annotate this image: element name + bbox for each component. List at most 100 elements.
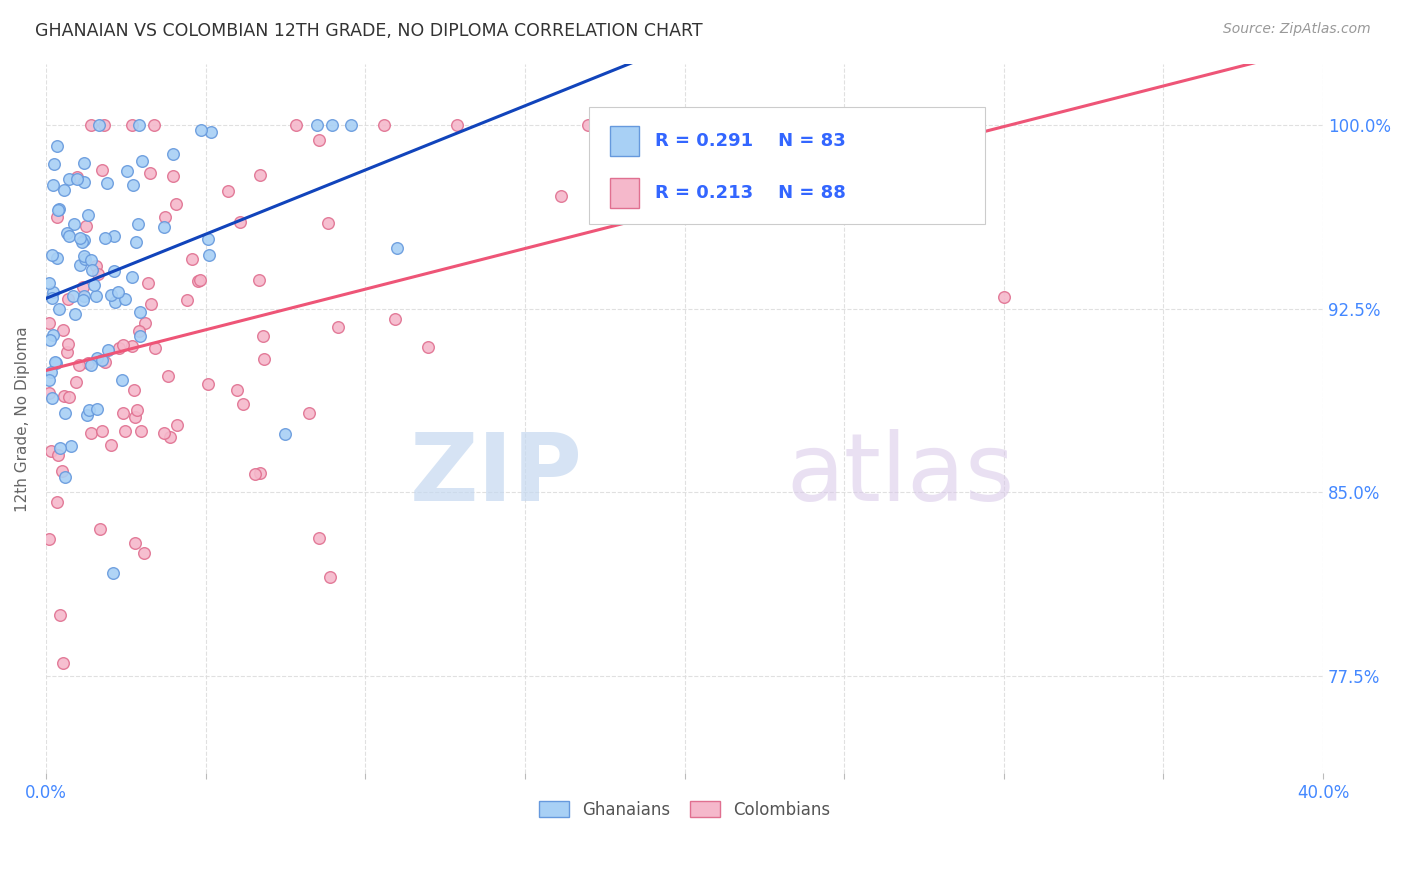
Point — [103, 228, 125, 243]
Point — [48, 301, 70, 316]
Point — [90, 162, 112, 177]
Point — [308, 133, 330, 147]
Point — [55, 344, 77, 359]
Point — [38, 385, 60, 400]
Point — [217, 184, 239, 198]
Point — [103, 566, 125, 580]
Point — [153, 426, 176, 441]
Point — [84, 289, 107, 303]
Point — [340, 118, 363, 132]
Point — [51, 464, 73, 478]
Point — [94, 355, 117, 369]
Point — [94, 231, 117, 245]
Point — [107, 285, 129, 299]
Point — [197, 248, 219, 262]
Point — [100, 288, 122, 302]
Point — [73, 156, 96, 170]
Point — [249, 169, 271, 183]
Point — [58, 228, 80, 243]
Point — [39, 444, 62, 458]
Point — [86, 267, 108, 281]
Point — [225, 384, 247, 398]
Point — [73, 289, 96, 303]
Point — [73, 233, 96, 247]
Bar — [610, 126, 638, 156]
Point — [384, 312, 406, 326]
Point — [190, 123, 212, 137]
Point — [46, 139, 69, 153]
Point — [49, 442, 72, 456]
Point — [96, 176, 118, 190]
Point — [180, 252, 202, 266]
Text: ZIP: ZIP — [409, 429, 582, 522]
Text: Source: ZipAtlas.com: Source: ZipAtlas.com — [1223, 22, 1371, 37]
Point — [232, 397, 254, 411]
Point — [38, 373, 60, 387]
Point — [298, 406, 321, 420]
Point — [122, 383, 145, 397]
Point — [46, 495, 69, 509]
Y-axis label: 12th Grade, No Diploma: 12th Grade, No Diploma — [15, 326, 30, 511]
Point — [62, 289, 84, 303]
Point — [125, 235, 148, 249]
Text: R = 0.213    N = 88: R = 0.213 N = 88 — [655, 184, 846, 202]
Point — [58, 292, 80, 306]
Point — [63, 307, 86, 321]
Point — [80, 426, 103, 441]
Point — [73, 249, 96, 263]
Point — [66, 172, 89, 186]
Point — [80, 358, 103, 372]
Point — [121, 270, 143, 285]
Point — [83, 277, 105, 292]
Point — [100, 438, 122, 452]
Point — [249, 466, 271, 480]
Point — [104, 295, 127, 310]
Point — [80, 263, 103, 277]
Point — [75, 252, 97, 266]
Point — [165, 197, 187, 211]
FancyBboxPatch shape — [589, 107, 984, 224]
Point — [131, 153, 153, 168]
Point — [550, 189, 572, 203]
Point — [65, 170, 87, 185]
Point — [128, 304, 150, 318]
Point — [76, 408, 98, 422]
Point — [117, 164, 139, 178]
Point — [49, 607, 72, 622]
Point — [284, 118, 307, 132]
Point — [132, 546, 155, 560]
Point — [121, 118, 143, 132]
Point — [318, 569, 340, 583]
Point — [39, 365, 62, 379]
Point — [90, 425, 112, 439]
Point — [53, 183, 76, 197]
Point — [114, 424, 136, 438]
Point — [38, 276, 60, 290]
Point — [124, 410, 146, 425]
Point — [75, 219, 97, 233]
Point — [124, 536, 146, 550]
Point — [111, 373, 134, 387]
Point — [45, 356, 67, 370]
Point — [187, 274, 209, 288]
Point — [38, 316, 60, 330]
Point — [58, 390, 80, 404]
Point — [274, 427, 297, 442]
Point — [42, 328, 65, 343]
Point — [77, 403, 100, 417]
Point — [108, 341, 131, 355]
Point — [188, 273, 211, 287]
Point — [162, 147, 184, 161]
Point — [162, 169, 184, 184]
Point — [52, 656, 75, 670]
Point — [316, 216, 339, 230]
Point — [69, 358, 91, 372]
Point — [143, 341, 166, 355]
Point — [69, 230, 91, 244]
Point — [156, 369, 179, 384]
Point — [139, 297, 162, 311]
Point — [576, 118, 599, 132]
Point — [252, 328, 274, 343]
Point — [166, 417, 188, 432]
Point — [697, 118, 720, 132]
